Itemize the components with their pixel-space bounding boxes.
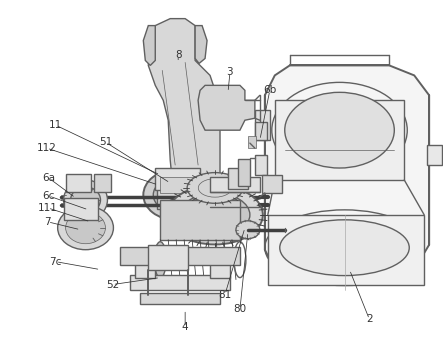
Ellipse shape [187, 173, 243, 203]
Polygon shape [148, 19, 220, 195]
Bar [94, 174, 111, 192]
Bar [140, 293, 220, 304]
Bar [131, 275, 230, 290]
Bar [210, 263, 230, 278]
Text: 4: 4 [182, 322, 188, 332]
Text: 7c: 7c [49, 256, 62, 267]
Bar [160, 200, 240, 240]
Polygon shape [268, 215, 424, 285]
Bar [255, 155, 267, 175]
Ellipse shape [154, 242, 166, 278]
Bar [63, 198, 99, 220]
Bar [148, 245, 188, 270]
Text: 7: 7 [44, 217, 51, 227]
Text: 11: 11 [49, 120, 62, 130]
Text: 112: 112 [37, 143, 57, 153]
Ellipse shape [167, 185, 263, 245]
Ellipse shape [280, 220, 409, 276]
Text: 8: 8 [175, 50, 182, 61]
Ellipse shape [180, 193, 250, 236]
Ellipse shape [63, 180, 107, 220]
Bar [248, 136, 256, 148]
Polygon shape [195, 26, 207, 63]
Text: 81: 81 [218, 290, 232, 300]
Polygon shape [265, 65, 429, 285]
Ellipse shape [236, 221, 260, 239]
Polygon shape [143, 26, 155, 65]
Text: 6b: 6b [263, 85, 277, 95]
Bar [238, 159, 250, 186]
Ellipse shape [71, 187, 100, 213]
Ellipse shape [285, 92, 394, 168]
Bar [66, 174, 91, 192]
Bar [135, 263, 155, 278]
Bar [255, 110, 270, 140]
Text: 2: 2 [366, 314, 373, 324]
Bar [160, 177, 195, 193]
Bar [228, 168, 248, 189]
Ellipse shape [58, 206, 113, 250]
Bar [120, 247, 240, 264]
Polygon shape [275, 100, 404, 180]
Text: 3: 3 [226, 68, 233, 77]
Ellipse shape [143, 170, 207, 220]
Text: 51: 51 [99, 137, 112, 147]
Bar [155, 168, 200, 190]
Bar [262, 175, 282, 193]
Ellipse shape [153, 178, 197, 212]
Bar [255, 122, 267, 140]
Text: 6a: 6a [42, 173, 55, 183]
Bar [210, 177, 260, 192]
Text: 52: 52 [106, 279, 119, 290]
Bar [427, 145, 442, 165]
Text: 6c: 6c [43, 191, 55, 201]
Text: 111: 111 [38, 203, 58, 213]
Bar [157, 181, 193, 209]
Text: 80: 80 [234, 304, 246, 315]
Polygon shape [198, 85, 255, 130]
Ellipse shape [66, 212, 106, 244]
